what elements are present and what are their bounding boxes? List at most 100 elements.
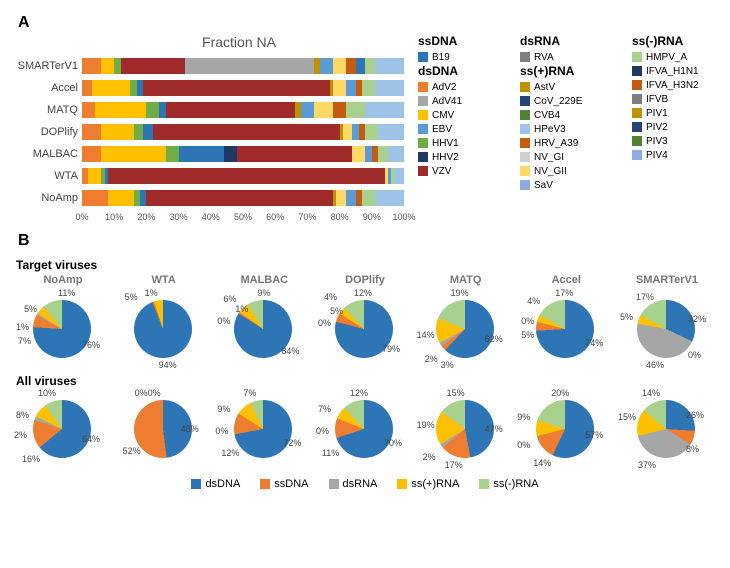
legend-header: dsRNA <box>520 34 630 48</box>
pie-percent-label: 5% <box>330 306 343 316</box>
pie-percent-label: 0% <box>215 426 228 436</box>
legend-swatch <box>329 479 339 489</box>
axis-tick: 90% <box>363 212 381 222</box>
pie-cell: 72%12%0%9%7% <box>215 390 313 470</box>
pie-percent-label: 14% <box>533 458 551 468</box>
bar-track <box>82 58 404 74</box>
panel-a-label: A <box>18 14 720 32</box>
legend-swatch <box>418 82 428 92</box>
axis-tick: 10% <box>105 212 123 222</box>
axis-tick: 80% <box>331 212 349 222</box>
pie-title: Accel <box>517 274 615 288</box>
legend-swatch <box>632 66 642 76</box>
bar-track <box>82 124 404 140</box>
bar-segment <box>237 146 353 162</box>
pie-cell: DOPlify79%5%0%4%12% <box>316 274 414 370</box>
legend-swatch <box>632 94 642 104</box>
legend-text: ss(+)RNA <box>411 478 459 490</box>
pie-percent-label: 0% <box>217 316 230 326</box>
legend-item: AdV41 <box>418 94 518 108</box>
legend-text: AdV41 <box>432 96 462 107</box>
pie-chart <box>335 400 393 458</box>
pie-percent-label: 4% <box>527 296 540 306</box>
legend-text: SaV <box>534 180 553 191</box>
legend-column: ssDNAB19dsDNAAdV2AdV41CMVEBVHHV1HHV2VZV <box>418 34 518 192</box>
legend-item: PIV2 <box>632 120 730 134</box>
legend-swatch <box>397 479 407 489</box>
pie-percent-label: 2% <box>423 452 436 462</box>
pie-title: DOPlify <box>316 274 414 288</box>
bar-segment <box>143 124 153 140</box>
bar-segment <box>82 102 95 118</box>
pie-percent-label: 26% <box>686 410 704 420</box>
stacked-bar-chart: Fraction NA SMARTerV1AccelMATQDOPlifyMAL… <box>10 34 412 228</box>
legend-text: ss(-)RNA <box>493 478 538 490</box>
pie-percent-label: 74% <box>585 338 603 348</box>
bar-segment <box>82 124 101 140</box>
pie-cell: 57%14%0%9%20% <box>517 390 615 470</box>
pie-percent-label: 5% <box>125 292 138 302</box>
pie-percent-label: 16% <box>22 454 40 464</box>
legend-swatch <box>520 138 530 148</box>
bar-segment <box>134 124 144 140</box>
bar-segment <box>82 146 101 162</box>
pie-row: NoAmp76%7%1%5%11%WTA94%1%5%MALBAC84%1%0%… <box>10 274 720 370</box>
legend-text: IFVA_H3N2 <box>646 80 699 91</box>
pie-chart <box>134 300 192 358</box>
bar-segment <box>166 146 179 162</box>
bar-label: Accel <box>14 82 82 94</box>
bar-row: SMARTerV1 <box>14 58 404 74</box>
legend-b-item: dsDNA <box>191 478 240 490</box>
pie-percent-label: 79% <box>382 344 400 354</box>
legend-header: ssDNA <box>418 34 518 48</box>
legend-text: IFVB <box>646 94 668 105</box>
pie-wrap: 79%5%0%4%12% <box>320 290 410 370</box>
pie-percent-label: 12% <box>221 448 239 458</box>
legend-swatch <box>632 108 642 118</box>
legend-item: NV_GII <box>520 164 630 178</box>
pie-percent-label: 76% <box>82 340 100 350</box>
legend-swatch <box>632 52 642 62</box>
axis-tick: 40% <box>202 212 220 222</box>
pie-wrap: 70%11%0%7%12% <box>320 390 410 470</box>
pie-percent-label: 0% <box>316 426 329 436</box>
legend-swatch <box>520 96 530 106</box>
legend-item: NV_GI <box>520 150 630 164</box>
panel-a: Fraction NA SMARTerV1AccelMATQDOPlifyMAL… <box>10 34 720 228</box>
legend-header: dsDNA <box>418 64 518 78</box>
pie-percent-label: 32% <box>688 314 706 324</box>
legend-swatch <box>520 152 530 162</box>
legend-swatch <box>520 166 530 176</box>
bar-track <box>82 190 404 206</box>
legend-text: CoV_229E <box>534 96 582 107</box>
pie-percent-label: 14% <box>642 388 660 398</box>
pie-chart <box>637 300 695 358</box>
bar-segment <box>82 190 108 206</box>
pie-cell: 47%17%2%19%15% <box>417 390 515 470</box>
legend-text: IFVA_H1N1 <box>646 66 699 77</box>
pie-percent-label: 0% <box>517 440 530 450</box>
bar-segment <box>378 124 404 140</box>
pie-chart <box>234 400 292 458</box>
pie-cell: MALBAC84%1%0%6%9% <box>215 274 313 370</box>
pie-cell: WTA94%1%5% <box>115 274 213 370</box>
pie-wrap: 74%5%0%4%17% <box>521 290 611 370</box>
bar-segment <box>356 58 366 74</box>
legend-item: HHV2 <box>418 150 518 164</box>
legend-b-item: ssDNA <box>260 478 308 490</box>
pie-percent-label: 46% <box>646 360 664 370</box>
legend-text: PIV2 <box>646 122 668 133</box>
bar-segment <box>333 80 346 96</box>
bar-segment <box>108 168 385 184</box>
legend-item: PIV1 <box>632 106 730 120</box>
pie-wrap: 57%14%0%9%20% <box>521 390 611 470</box>
pie-percent-label: 72% <box>283 438 301 448</box>
bar-row: NoAmp <box>14 190 404 206</box>
bar-row: DOPlify <box>14 124 404 140</box>
bar-segment <box>352 146 365 162</box>
pie-percent-label: 64% <box>82 434 100 444</box>
bar-track <box>82 146 404 162</box>
pie-percent-label: 9% <box>257 288 270 298</box>
pie-percent-label: 17% <box>555 288 573 298</box>
pie-percent-label: 84% <box>281 346 299 356</box>
